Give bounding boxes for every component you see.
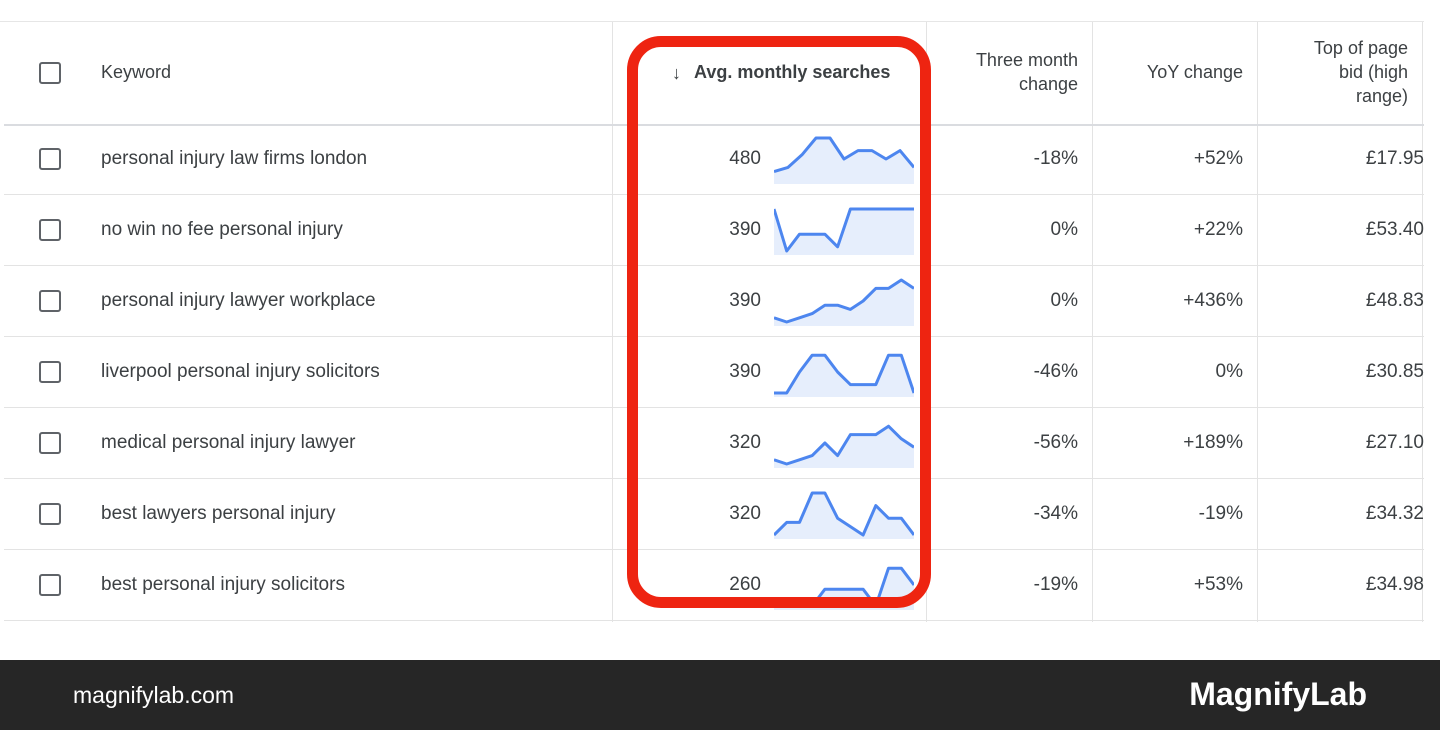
top-bid-label-line3: range) — [1355, 86, 1408, 106]
keyword-header[interactable]: Keyword — [101, 62, 172, 82]
avg-monthly-searches-header[interactable]: ↓ Avg. monthly searches — [672, 62, 890, 84]
three-month-change-cell: -18% — [1033, 148, 1078, 169]
top-bid-cell: £53.40 — [1365, 219, 1424, 240]
avg-searches-cell: 390 — [729, 361, 761, 382]
yoy-change-cell: +22% — [1193, 219, 1243, 240]
table-row: medical personal injury lawyer 320 -56% … — [4, 408, 1424, 479]
sparkline-line — [774, 424, 914, 466]
table-row: best personal injury solicitors 260 -19%… — [4, 550, 1424, 621]
sparkline-area — [774, 138, 914, 184]
yoy-change-cell: +189% — [1183, 432, 1243, 453]
three-month-change-cell: 0% — [1050, 219, 1078, 240]
table-row: no win no fee personal injury 390 0% +22… — [4, 195, 1424, 266]
row-checkbox[interactable] — [39, 361, 61, 383]
column-divider — [1092, 22, 1093, 622]
footer-bar: magnifylab.com MagnifyLab — [0, 660, 1440, 730]
brand-logo: MagnifyLab — [1189, 676, 1367, 712]
trend-sparkline — [774, 566, 914, 610]
table-header: Keyword ↓ Avg. monthly searches Three mon… — [4, 22, 1424, 126]
yoy-change-header[interactable]: YoY change — [1146, 62, 1243, 82]
sparkline-line — [774, 136, 914, 174]
trend-sparkline — [774, 353, 914, 397]
row-checkbox[interactable] — [39, 290, 61, 312]
select-all-checkbox[interactable] — [39, 62, 61, 84]
three-month-change-label-line1: Three month — [975, 50, 1078, 70]
row-checkbox[interactable] — [39, 219, 61, 241]
avg-searches-cell: 390 — [729, 290, 761, 311]
top-bid-label-line1: Top of page — [1313, 38, 1408, 58]
avg-searches-cell: 320 — [729, 503, 761, 524]
three-month-change-cell: -56% — [1033, 432, 1078, 453]
top-bid-cell: £34.32 — [1365, 503, 1424, 524]
sparkline-area — [774, 355, 914, 397]
keyword-cell: no win no fee personal injury — [101, 219, 343, 240]
top-bid-cell: £17.95 — [1365, 148, 1424, 169]
trend-sparkline — [774, 278, 914, 326]
column-divider — [612, 22, 613, 622]
avg-searches-cell: 390 — [729, 219, 761, 240]
three-month-change-label-line2: change — [1018, 74, 1078, 94]
three-month-change-header[interactable]: Three month change — [940, 48, 1078, 96]
top-bid-cell: £34.98 — [1365, 574, 1424, 595]
column-divider — [1422, 22, 1423, 622]
top-of-page-bid-header[interactable]: Top of page bid (high range) — [1266, 36, 1408, 108]
sparkline-line — [774, 207, 914, 253]
keyword-cell: medical personal injury lawyer — [101, 432, 356, 453]
sparkline-area — [774, 280, 914, 326]
table-row: liverpool personal injury solicitors 390… — [4, 337, 1424, 408]
table-row: best lawyers personal injury 320 -34% -1… — [4, 479, 1424, 550]
yoy-change-cell: +436% — [1183, 290, 1243, 311]
keyword-cell: best personal injury solicitors — [101, 574, 345, 595]
top-bid-cell: £48.83 — [1365, 290, 1424, 311]
row-checkbox[interactable] — [39, 148, 61, 170]
trend-sparkline — [774, 424, 914, 468]
avg-monthly-searches-label: Avg. monthly searches — [694, 62, 891, 82]
footer-url: magnifylab.com — [73, 682, 235, 708]
top-bid-cell: £30.85 — [1365, 361, 1424, 382]
yoy-change-cell: +53% — [1193, 574, 1243, 595]
avg-searches-cell: 320 — [729, 432, 761, 453]
trend-sparkline — [774, 491, 914, 539]
sparkline-line — [774, 491, 914, 537]
three-month-change-cell: -46% — [1033, 361, 1078, 382]
three-month-change-cell: 0% — [1050, 290, 1078, 311]
trend-sparkline — [774, 136, 914, 184]
top-bid-cell: £27.10 — [1365, 432, 1424, 453]
row-checkbox[interactable] — [39, 574, 61, 596]
avg-searches-cell: 260 — [729, 574, 761, 595]
three-month-change-cell: -19% — [1033, 574, 1078, 595]
three-month-change-cell: -34% — [1033, 503, 1078, 524]
top-divider — [0, 21, 1424, 22]
sparkline-area — [774, 493, 914, 539]
sparkline-line — [774, 353, 914, 395]
yoy-change-cell: -19% — [1198, 503, 1243, 524]
keyword-table: Keyword ↓ Avg. monthly searches Three mon… — [4, 22, 1424, 622]
keyword-cell: personal injury lawyer workplace — [101, 290, 376, 311]
table-row: personal injury lawyer workplace 390 0% … — [4, 266, 1424, 337]
sparkline-line — [774, 278, 914, 324]
row-checkbox[interactable] — [39, 432, 61, 454]
yoy-change-cell: 0% — [1215, 361, 1243, 382]
row-checkbox[interactable] — [39, 503, 61, 525]
arrow-down-icon: ↓ — [672, 63, 681, 83]
yoy-change-cell: +52% — [1193, 148, 1243, 169]
avg-searches-cell: 480 — [729, 148, 761, 169]
trend-sparkline — [774, 207, 914, 255]
keyword-cell: best lawyers personal injury — [101, 503, 336, 524]
table-row: personal injury law firms london 480 -18… — [4, 124, 1424, 195]
top-bid-label-line2: bid (high — [1338, 62, 1408, 82]
column-divider — [1257, 22, 1258, 622]
keyword-cell: personal injury law firms london — [101, 148, 368, 169]
keyword-cell: liverpool personal injury solicitors — [101, 361, 380, 382]
